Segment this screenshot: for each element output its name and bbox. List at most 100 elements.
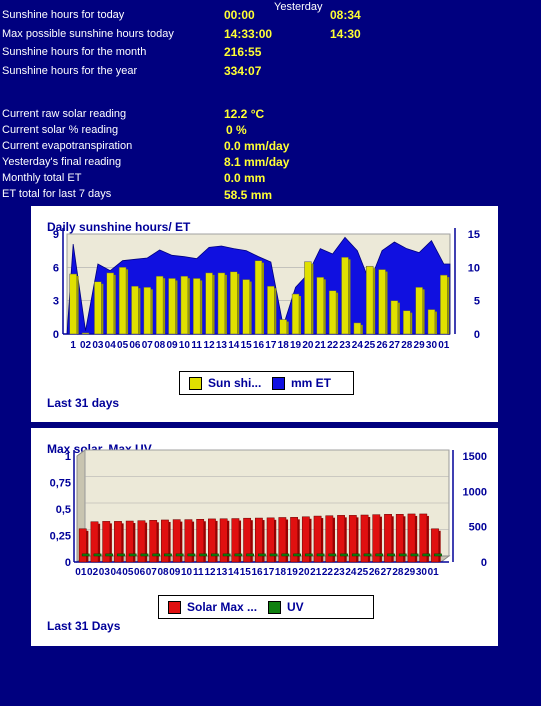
chart2-xtick: 27 bbox=[381, 567, 393, 578]
sun-bar bbox=[254, 260, 263, 335]
sun-bar-side bbox=[126, 269, 129, 334]
sun-bar-side bbox=[336, 292, 339, 334]
chart1-xtick: 03 bbox=[92, 340, 104, 351]
uv-bar bbox=[164, 553, 172, 557]
solar-bar-side bbox=[98, 523, 101, 562]
solar-bar-side bbox=[203, 521, 206, 562]
solar-bar bbox=[78, 528, 87, 563]
sun-bar bbox=[291, 293, 300, 335]
chart2-xtick: 19 bbox=[287, 567, 299, 578]
solar-bar-side bbox=[368, 517, 371, 562]
solar-pct-label: Current solar % reading bbox=[2, 124, 119, 136]
sun-bar bbox=[353, 322, 362, 335]
legend-solar-label: Solar Max ... bbox=[187, 600, 258, 614]
chart2-xtick: 21 bbox=[310, 567, 322, 578]
chart2-xtick: 06 bbox=[134, 567, 146, 578]
chart2-xtick: 01 bbox=[75, 567, 87, 578]
sun-bar bbox=[180, 275, 189, 335]
chart1-xtick: 1 bbox=[70, 340, 76, 351]
solar-bar-side bbox=[332, 517, 335, 562]
solar-bar-side bbox=[403, 516, 406, 562]
sun-bar-side bbox=[113, 274, 116, 334]
sun-bar-side bbox=[323, 279, 326, 334]
uv-bar bbox=[304, 553, 313, 557]
chart2-xtick: 15 bbox=[240, 567, 252, 578]
chart2-xtick: 20 bbox=[298, 567, 310, 578]
chart1-xtick: 29 bbox=[414, 340, 426, 351]
solar-bar-side bbox=[86, 530, 89, 562]
chart2-xtick: 24 bbox=[345, 567, 357, 578]
chart1-xtick: 01 bbox=[438, 340, 450, 351]
chart1-xtick: 28 bbox=[401, 340, 413, 351]
chart1-xtick: 09 bbox=[166, 340, 178, 351]
chart2-ytick-left: 1 bbox=[65, 451, 71, 463]
sun-bar-side bbox=[397, 302, 400, 334]
sun-bar-side bbox=[311, 263, 314, 334]
chart1-xtick: 05 bbox=[117, 340, 129, 351]
chart1-xtick: 18 bbox=[278, 340, 290, 351]
sun-bar-side bbox=[261, 262, 264, 334]
chart2-xtick: 02 bbox=[87, 567, 99, 578]
uv-bar bbox=[351, 553, 360, 557]
legend-sun-label: Sun shi... bbox=[208, 376, 262, 390]
sun-bar bbox=[365, 265, 374, 335]
uv-bar bbox=[257, 553, 266, 557]
chart1-xtick: 26 bbox=[376, 340, 388, 351]
sun-bar-side bbox=[200, 280, 203, 334]
sun-bar bbox=[341, 257, 349, 335]
solar-bar-side bbox=[426, 515, 429, 562]
solar-bar-side bbox=[168, 521, 171, 562]
sun-bar bbox=[131, 285, 139, 335]
sun-bar-side bbox=[187, 278, 190, 334]
sun-bar-side bbox=[373, 268, 376, 334]
legend-uv-label: UV bbox=[287, 600, 304, 614]
chart2-xtick: 10 bbox=[181, 567, 193, 578]
solar-bar-side bbox=[309, 518, 312, 562]
uv-bar bbox=[422, 553, 431, 557]
solar-bar-side bbox=[239, 520, 242, 562]
uv-bar bbox=[93, 553, 102, 557]
chart2-ytick-right: 500 bbox=[469, 522, 487, 534]
chart2-xtick: 23 bbox=[334, 567, 346, 578]
sun-bar bbox=[205, 272, 213, 335]
chart2-legend: Solar Max ... UV bbox=[158, 595, 374, 619]
solar-bar-side bbox=[250, 520, 253, 562]
chart2-xtick: 03 bbox=[99, 567, 111, 578]
solar-bar-side bbox=[297, 519, 300, 562]
chart2-xtick: 11 bbox=[193, 567, 204, 578]
sun-bar bbox=[143, 287, 152, 335]
sun-bar-side bbox=[138, 288, 141, 334]
chart2-xtick: 14 bbox=[228, 567, 240, 578]
solar-bar-side bbox=[145, 522, 148, 562]
solar-bar-side bbox=[344, 517, 347, 562]
chart2-xtick: 04 bbox=[111, 567, 123, 578]
sunshine-year-value: 334:07 bbox=[224, 64, 262, 78]
legend-uv-swatch bbox=[268, 601, 281, 614]
solar-bar-side bbox=[438, 530, 441, 562]
chart1-ytick-left: 9 bbox=[53, 229, 59, 241]
sun-bar bbox=[390, 300, 399, 335]
chart2-xtick: 09 bbox=[169, 567, 181, 578]
sun-bar bbox=[193, 278, 201, 335]
chart2-xtick: 28 bbox=[392, 567, 404, 578]
yesterday-final-value: 8.1 mm/day bbox=[224, 155, 290, 169]
chart1-xtick: 11 bbox=[191, 340, 202, 351]
evap-value: 0.0 mm/day bbox=[224, 139, 290, 153]
chart2-xtick: 01 bbox=[428, 567, 440, 578]
raw-solar-value: 12.2 °C bbox=[224, 107, 265, 121]
chart2-xtick: 07 bbox=[146, 567, 158, 578]
sun-bar-side bbox=[175, 280, 178, 334]
max-sunshine-label: Max possible sunshine hours today bbox=[2, 28, 174, 40]
chart1-xtick: 25 bbox=[364, 340, 376, 351]
yesterday-final-label: Yesterday's final reading bbox=[2, 156, 122, 168]
legend-et-label: mm ET bbox=[291, 376, 332, 390]
chart2-xtick: 17 bbox=[263, 567, 275, 578]
chart1-xtick: 13 bbox=[216, 340, 228, 351]
solar-pct-value: 0 % bbox=[226, 123, 247, 137]
chart1-xtick: 02 bbox=[80, 340, 92, 351]
chart1-ytick-right: 10 bbox=[468, 262, 480, 274]
chart1-xtick: 19 bbox=[290, 340, 302, 351]
sun-bar-side bbox=[237, 273, 240, 334]
